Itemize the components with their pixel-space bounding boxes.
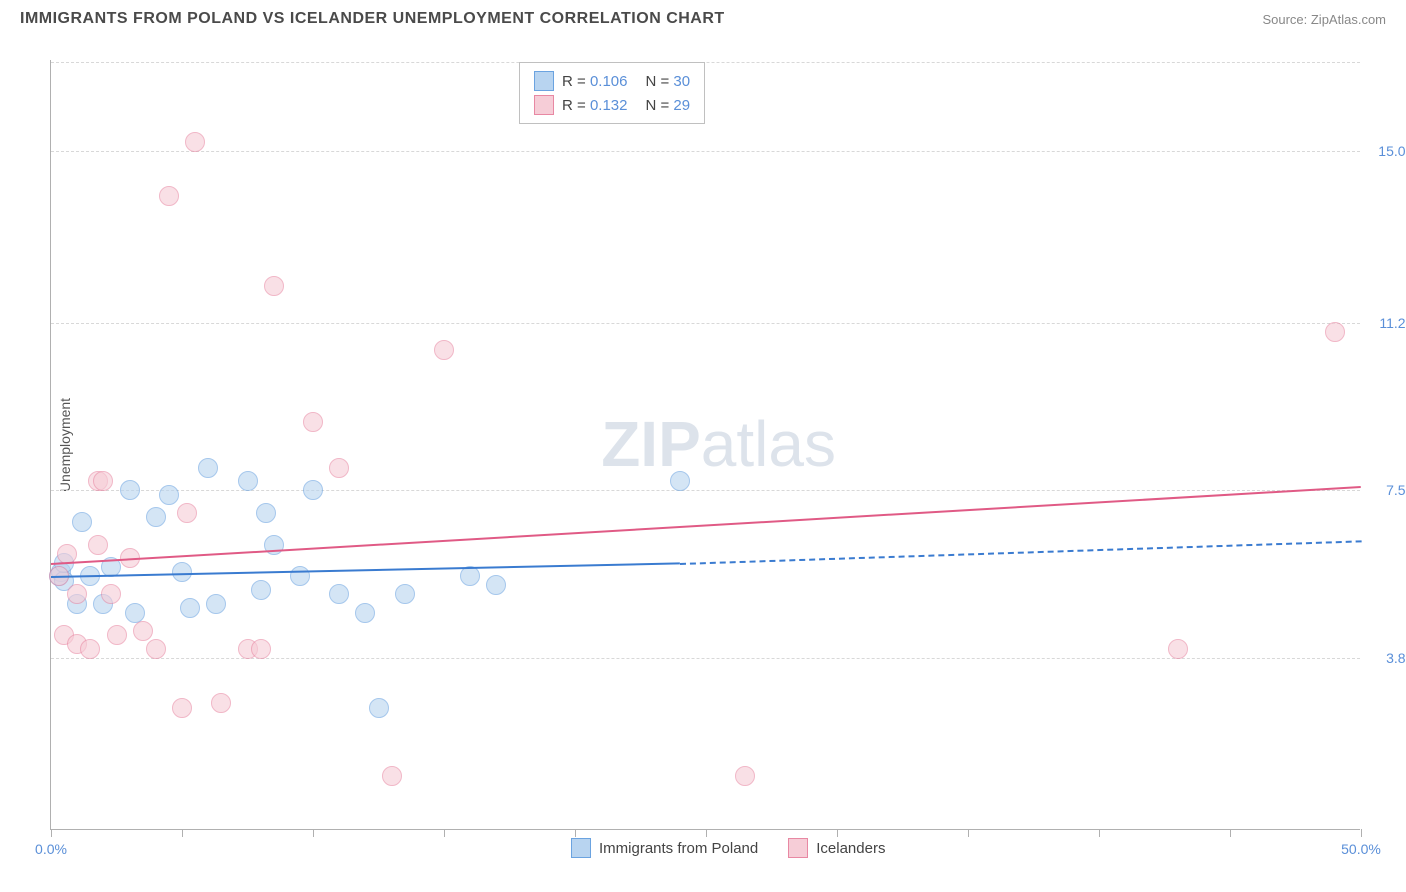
- scatter-point: [329, 458, 349, 478]
- legend-swatch: [788, 838, 808, 858]
- scatter-point: [355, 603, 375, 623]
- scatter-point: [185, 132, 205, 152]
- x-tick: [1230, 829, 1231, 837]
- x-tick: [313, 829, 314, 837]
- legend-row: R = 0.132 N = 29: [534, 93, 690, 117]
- correlation-legend: R = 0.106 N = 30 R = 0.132 N = 29: [519, 62, 705, 124]
- scatter-point: [303, 480, 323, 500]
- watermark: ZIPatlas: [601, 407, 836, 481]
- scatter-point: [382, 766, 402, 786]
- scatter-point: [172, 698, 192, 718]
- y-tick-label: 11.2%: [1379, 315, 1406, 331]
- legend-item: Icelanders: [788, 838, 885, 858]
- trend-line: [51, 486, 1361, 565]
- x-tick: [837, 829, 838, 837]
- y-tick-label: 3.8%: [1386, 650, 1406, 666]
- scatter-point: [107, 625, 127, 645]
- scatter-point: [264, 276, 284, 296]
- chart-source: Source: ZipAtlas.com: [1262, 12, 1386, 27]
- x-tick: [1361, 829, 1362, 837]
- chart-title: IMMIGRANTS FROM POLAND VS ICELANDER UNEM…: [20, 10, 725, 28]
- chart-container: Unemployment ZIPatlas 3.8%7.5%11.2%15.0%…: [50, 60, 1360, 830]
- scatter-point: [460, 566, 480, 586]
- scatter-point: [172, 562, 192, 582]
- scatter-point: [670, 471, 690, 491]
- x-tick: [968, 829, 969, 837]
- x-tick: [575, 829, 576, 837]
- y-tick-label: 7.5%: [1386, 482, 1406, 498]
- x-axis-max-label: 50.0%: [1341, 841, 1381, 857]
- legend-n-label: N = 30: [645, 73, 690, 90]
- x-tick: [444, 829, 445, 837]
- scatter-point: [159, 186, 179, 206]
- scatter-point: [369, 698, 389, 718]
- legend-label: Icelanders: [816, 840, 885, 857]
- legend-swatch: [534, 71, 554, 91]
- scatter-point: [735, 766, 755, 786]
- trend-line: [680, 540, 1361, 565]
- gridline: [51, 151, 1360, 152]
- x-tick: [51, 829, 52, 837]
- y-tick-label: 15.0%: [1378, 143, 1406, 159]
- gridline: [51, 62, 1360, 63]
- gridline: [51, 323, 1360, 324]
- scatter-point: [159, 485, 179, 505]
- scatter-point: [303, 412, 323, 432]
- legend-swatch: [534, 95, 554, 115]
- scatter-point: [290, 566, 310, 586]
- legend-r-label: R = 0.106: [562, 73, 627, 90]
- scatter-point: [93, 471, 113, 491]
- scatter-point: [146, 507, 166, 527]
- legend-swatch: [571, 838, 591, 858]
- scatter-point: [120, 480, 140, 500]
- legend-row: R = 0.106 N = 30: [534, 69, 690, 93]
- scatter-point: [198, 458, 218, 478]
- series-legend: Immigrants from Poland Icelanders: [571, 838, 885, 858]
- scatter-point: [67, 584, 87, 604]
- scatter-point: [133, 621, 153, 641]
- x-tick: [182, 829, 183, 837]
- scatter-point: [251, 639, 271, 659]
- scatter-point: [251, 580, 271, 600]
- plot-area: ZIPatlas 3.8%7.5%11.2%15.0%0.0%50.0%R = …: [50, 60, 1360, 830]
- scatter-point: [206, 594, 226, 614]
- scatter-point: [180, 598, 200, 618]
- scatter-point: [146, 639, 166, 659]
- watermark-bold: ZIP: [601, 408, 701, 480]
- scatter-point: [177, 503, 197, 523]
- scatter-point: [238, 471, 258, 491]
- scatter-point: [256, 503, 276, 523]
- scatter-point: [125, 603, 145, 623]
- scatter-point: [1168, 639, 1188, 659]
- trend-line: [51, 563, 680, 579]
- scatter-point: [1325, 322, 1345, 342]
- scatter-point: [101, 584, 121, 604]
- scatter-point: [329, 584, 349, 604]
- scatter-point: [395, 584, 415, 604]
- scatter-point: [211, 693, 231, 713]
- scatter-point: [72, 512, 92, 532]
- x-tick: [706, 829, 707, 837]
- legend-n-label: N = 29: [645, 97, 690, 114]
- scatter-point: [80, 639, 100, 659]
- legend-label: Immigrants from Poland: [599, 840, 758, 857]
- x-tick: [1099, 829, 1100, 837]
- x-axis-min-label: 0.0%: [35, 841, 67, 857]
- scatter-point: [88, 535, 108, 555]
- scatter-point: [486, 575, 506, 595]
- legend-r-label: R = 0.132: [562, 97, 627, 114]
- legend-item: Immigrants from Poland: [571, 838, 758, 858]
- watermark-rest: atlas: [701, 408, 836, 480]
- scatter-point: [434, 340, 454, 360]
